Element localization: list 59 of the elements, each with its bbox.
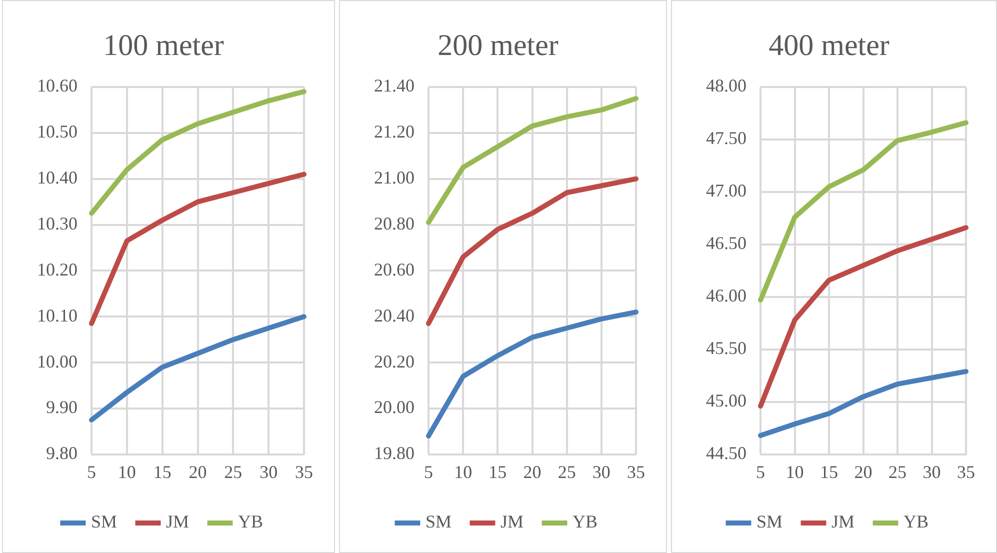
y-tick-label: 46.00 — [706, 286, 746, 306]
y-tick-label: 10.10 — [37, 305, 78, 326]
legend-label: SM — [90, 512, 117, 532]
x-tick-label: 35 — [957, 462, 975, 482]
y-tick-label: 10.20 — [37, 259, 78, 280]
y-tick-label: 9.80 — [46, 443, 78, 464]
y-tick-label: 10.40 — [37, 168, 78, 188]
x-tick-label: 5 — [424, 462, 433, 482]
y-tick-label: 21.40 — [374, 76, 414, 96]
x-tick-label: 30 — [260, 462, 278, 482]
y-tick-label: 44.50 — [706, 443, 746, 464]
x-tick-label: 5 — [87, 462, 96, 482]
y-tick-label: 48.00 — [706, 76, 746, 96]
y-tick-label: 20.60 — [374, 259, 414, 280]
legend-label: JM — [166, 512, 190, 532]
legend-label: YB — [572, 512, 598, 532]
legend-label: YB — [238, 512, 264, 532]
y-tick-label: 10.30 — [37, 214, 78, 234]
y-tick-label: 47.00 — [706, 180, 746, 201]
x-tick-label: 35 — [627, 462, 645, 482]
legend-label: JM — [832, 512, 855, 532]
x-tick-label: 10 — [786, 462, 804, 482]
x-tick-label: 25 — [558, 462, 576, 482]
x-tick-label: 20 — [523, 462, 542, 482]
y-tick-label: 20.00 — [374, 397, 414, 418]
y-tick-label: 19.80 — [374, 443, 414, 464]
x-tick-label: 30 — [922, 462, 941, 482]
x-tick-label: 20 — [188, 462, 207, 482]
x-tick-label: 25 — [888, 462, 906, 482]
y-tick-label: 45.50 — [706, 338, 746, 358]
chart-title: 400 meter — [768, 28, 890, 62]
y-tick-label: 47.50 — [706, 128, 746, 148]
y-tick-label: 20.20 — [374, 351, 414, 372]
x-tick-label: 5 — [756, 462, 765, 482]
y-tick-label: 45.00 — [706, 390, 746, 411]
y-tick-label: 20.40 — [374, 305, 414, 326]
y-tick-label: 21.00 — [374, 168, 414, 188]
chart-title: 100 meter — [103, 28, 224, 62]
y-tick-label: 9.90 — [46, 397, 78, 418]
x-tick-label: 15 — [153, 462, 172, 482]
x-tick-label: 20 — [854, 462, 872, 482]
y-tick-label: 21.20 — [374, 122, 414, 142]
legend-label: SM — [756, 512, 782, 532]
legend-label: JM — [500, 512, 524, 532]
x-tick-label: 25 — [224, 462, 242, 482]
y-tick-label: 10.00 — [37, 351, 78, 372]
x-tick-label: 10 — [454, 462, 472, 482]
legend-label: YB — [904, 512, 929, 532]
y-tick-label: 46.50 — [706, 233, 746, 254]
x-tick-label: 15 — [820, 462, 838, 482]
y-tick-label: 20.80 — [374, 214, 414, 234]
x-tick-label: 30 — [592, 462, 610, 482]
y-tick-label: 10.50 — [37, 122, 78, 142]
x-tick-label: 15 — [488, 462, 507, 482]
chart-title: 200 meter — [438, 28, 558, 62]
x-tick-label: 10 — [118, 462, 136, 482]
x-tick-label: 35 — [295, 462, 313, 482]
y-tick-label: 10.60 — [37, 76, 78, 96]
legend-label: SM — [425, 512, 452, 532]
